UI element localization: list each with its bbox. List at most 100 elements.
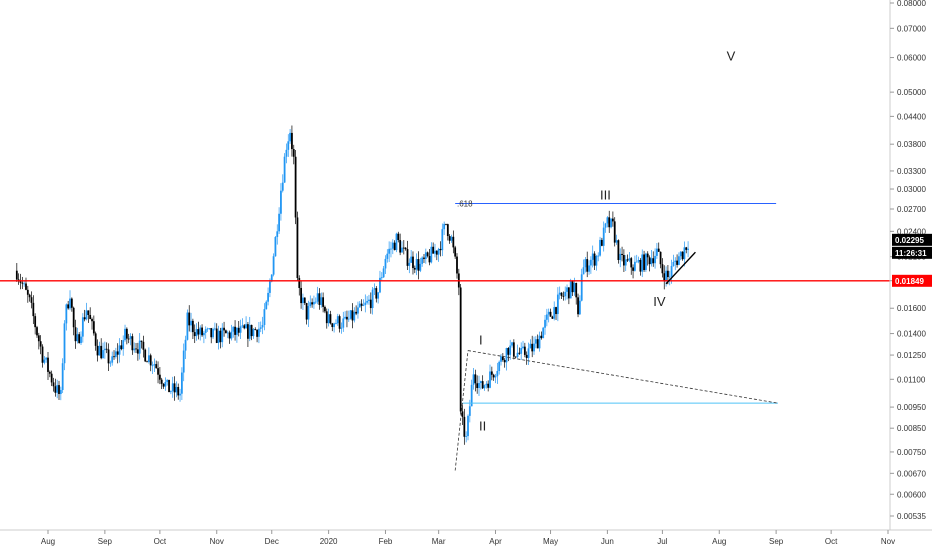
candle-body	[232, 326, 235, 332]
candle-body	[202, 332, 205, 336]
candle-body	[672, 261, 675, 266]
wedge-upper-trendline[interactable]	[467, 350, 779, 404]
candle-body	[263, 309, 266, 325]
rising-trendline[interactable]	[665, 251, 696, 285]
candle-body	[522, 346, 524, 349]
candle-body	[360, 303, 363, 306]
candle-body	[507, 348, 510, 355]
candle-body	[138, 340, 141, 354]
candle-body	[485, 383, 488, 386]
current-price-badge	[892, 233, 932, 246]
time-axis[interactable]: Aug Sep Oct Nov Dec 2020 Feb Mar Apr May Jun Jul Aug…	[41, 530, 895, 546]
candle-body	[639, 259, 642, 272]
candle-body	[531, 343, 534, 352]
candle-body	[602, 227, 605, 246]
candle-body	[236, 327, 238, 335]
candle-body	[648, 257, 651, 265]
candle-body	[226, 332, 229, 334]
candle-body	[219, 330, 222, 343]
support-price-label: 0.01849	[895, 277, 924, 286]
candle-body	[256, 329, 258, 337]
candle-body	[70, 298, 73, 308]
candle-body	[544, 319, 546, 328]
candle-body	[366, 300, 369, 303]
candle-body	[643, 254, 645, 271]
price-tick-label: 0.01600	[897, 304, 926, 313]
candle-body	[335, 323, 337, 325]
candle-body	[311, 302, 314, 305]
candle-body	[164, 382, 167, 387]
candle-body	[556, 294, 559, 315]
price-axis[interactable]: 0.08000 0.07000 0.06000 0.05000 0.04400 0.038…	[890, 0, 926, 521]
candle-body	[582, 267, 585, 275]
candle-body	[83, 317, 86, 320]
candle-body	[248, 324, 251, 339]
wedge-left-trendline[interactable]	[454, 350, 469, 471]
candle-body	[48, 371, 51, 374]
candle-body	[204, 329, 207, 333]
candle-body	[225, 330, 227, 334]
candle-body	[384, 258, 387, 269]
candle-body	[393, 242, 396, 251]
candle-body	[45, 357, 48, 360]
candle-body	[445, 223, 447, 225]
candle-body	[496, 370, 499, 377]
candle-body	[127, 338, 130, 340]
candle-body	[575, 282, 578, 298]
candle-body	[78, 334, 81, 344]
candle-body	[258, 328, 260, 337]
price-tick-label: 0.06000	[897, 54, 926, 63]
candle-body	[322, 297, 325, 307]
candle-body	[241, 325, 244, 327]
time-tick-label: Aug	[41, 537, 55, 546]
price-tick-label: 0.00950	[897, 403, 926, 412]
candle-body	[512, 342, 515, 357]
candle-body	[606, 217, 609, 224]
candle-body	[269, 281, 271, 293]
candle-body	[659, 251, 662, 265]
candle-body	[347, 318, 350, 320]
candle-body	[611, 218, 614, 222]
candle-body	[201, 327, 203, 336]
candle-body	[678, 256, 680, 265]
candle-body	[173, 383, 176, 393]
candle-body	[479, 381, 482, 383]
candlestick-series	[15, 125, 689, 445]
time-tick-label: Jun	[601, 537, 614, 546]
candle-body	[30, 297, 33, 303]
candle-body	[333, 323, 336, 328]
candle-body	[318, 293, 321, 305]
candle-body	[287, 141, 290, 150]
candle-body	[551, 316, 554, 319]
price-tick-label: 0.08000	[897, 0, 926, 8]
candle-body	[599, 239, 601, 256]
candle-body	[281, 182, 284, 191]
candle-body	[34, 316, 37, 328]
candle-body	[538, 335, 541, 349]
candle-body	[564, 291, 567, 297]
candle-body	[37, 335, 40, 342]
candle-body	[679, 251, 682, 257]
candle-body	[327, 314, 330, 324]
candle-body	[278, 213, 280, 232]
candle-body	[43, 359, 46, 363]
candle-body	[307, 306, 310, 320]
candle-body	[52, 382, 55, 387]
candle-body	[514, 356, 517, 358]
candle-body	[213, 328, 216, 330]
candle-body	[472, 374, 475, 385]
price-badges: 0.02295 11:26:31 0.01849	[892, 233, 932, 287]
candle-body	[520, 348, 523, 354]
candle-body	[505, 348, 508, 363]
time-tick-label: Dec	[265, 537, 279, 546]
time-tick-label: Mar	[432, 537, 446, 546]
candle-body	[681, 251, 684, 260]
candle-body	[630, 258, 633, 268]
candle-body	[155, 364, 158, 369]
candle-body	[254, 329, 257, 330]
candle-body	[50, 373, 53, 383]
candle-body	[61, 363, 64, 391]
candle-body	[597, 255, 600, 257]
candle-body	[81, 317, 84, 337]
